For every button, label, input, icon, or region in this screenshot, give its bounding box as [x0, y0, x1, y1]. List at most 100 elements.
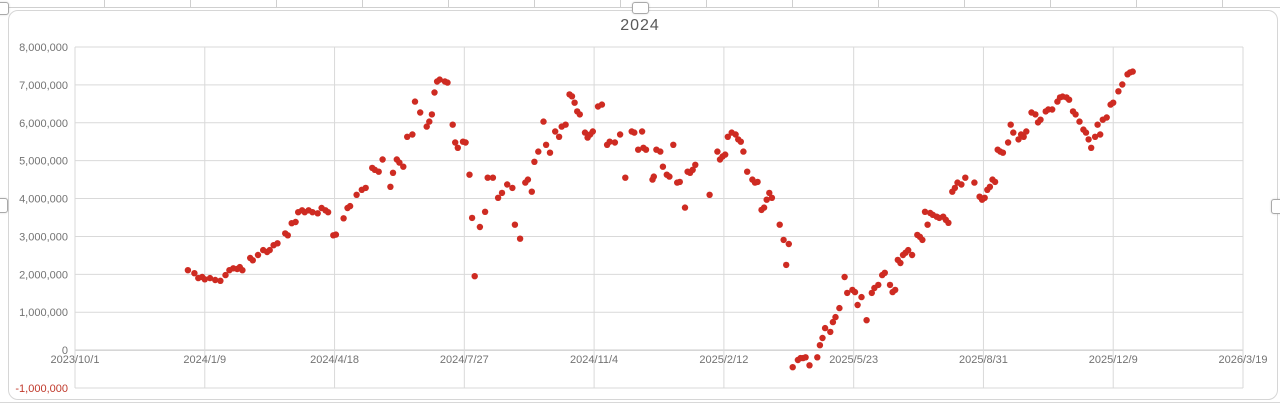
data-point: [921, 208, 929, 215]
chart-object[interactable]: [8, 10, 1278, 400]
data-point: [991, 178, 999, 186]
data-point: [375, 168, 382, 175]
data-point: [346, 202, 354, 210]
data-point: [638, 128, 646, 135]
x-tick-label: 2025/5/23: [829, 354, 878, 366]
gridlines: [74, 46, 1244, 389]
data-point: [444, 79, 451, 86]
data-point: [919, 236, 926, 244]
chart-resize-handle-top-left[interactable]: [0, 2, 9, 15]
y-tick-label: 4,000,000: [19, 194, 68, 206]
data-point: [1020, 133, 1027, 140]
x-tick-label: 2025/2/12: [699, 354, 748, 366]
data-point: [1091, 133, 1099, 140]
data-point: [732, 131, 739, 138]
data-point: [670, 141, 677, 148]
data-point: [423, 123, 430, 130]
x-tick-label: 2024/11/4: [570, 354, 618, 366]
data-point: [681, 204, 689, 211]
data-point: [806, 362, 813, 369]
data-point: [722, 151, 729, 158]
data-point: [411, 98, 419, 105]
data-point: [436, 76, 443, 83]
data-point: [776, 221, 783, 228]
x-tick-label: 2025/12/9: [1089, 354, 1138, 366]
data-point: [841, 273, 848, 281]
data-point: [449, 121, 456, 128]
data-point: [875, 281, 882, 289]
data-point: [766, 189, 773, 197]
data-point: [986, 183, 994, 190]
data-point: [266, 246, 273, 254]
data-point: [1094, 121, 1101, 128]
data-point: [760, 204, 768, 211]
chart-resize-handle-top-center[interactable]: [632, 2, 649, 14]
data-point: [789, 364, 796, 371]
data-point: [562, 121, 569, 128]
data-point: [292, 218, 299, 226]
data-point: [1032, 111, 1039, 118]
data-point: [642, 146, 650, 153]
y-tick-label: 1,000,000: [19, 307, 68, 319]
data-point: [481, 208, 489, 215]
y-tick-label: 5,000,000: [19, 156, 68, 168]
data-point: [217, 277, 224, 284]
data-point: [511, 221, 519, 228]
data-point: [886, 281, 894, 289]
scatter-points: [184, 68, 1136, 371]
data-point: [962, 174, 969, 181]
data-point: [284, 232, 291, 239]
x-tick-label: 2024/4/18: [310, 354, 359, 366]
data-point: [1129, 68, 1136, 75]
chart-resize-handle-right[interactable]: [1271, 199, 1280, 214]
data-point: [844, 289, 851, 297]
data-point: [832, 313, 839, 321]
y-tick-label: 2,000,000: [19, 269, 68, 281]
data-point: [724, 133, 731, 140]
data-point: [616, 131, 624, 138]
data-point: [535, 148, 542, 155]
data-point: [212, 276, 219, 284]
y-tick-label: -1,000,000: [15, 383, 68, 395]
data-point: [827, 328, 834, 336]
data-point: [568, 93, 576, 100]
data-point: [816, 342, 824, 349]
data-point: [631, 129, 638, 136]
data-point: [471, 273, 478, 280]
data-point: [763, 196, 770, 203]
data-point: [466, 171, 473, 178]
x-tick-label: 2024/7/27: [440, 354, 489, 366]
data-point: [836, 304, 843, 312]
x-tick-label: 2023/10/1: [51, 354, 100, 366]
data-point: [785, 240, 792, 248]
data-point: [689, 166, 696, 173]
data-point: [426, 118, 433, 125]
data-point: [362, 184, 369, 192]
data-point: [692, 161, 699, 168]
data-point: [528, 188, 535, 195]
axis-labels: 8,000,000 7,000,000 6,000,000 5,000,000 4,00…: [15, 42, 1267, 395]
data-point: [400, 163, 407, 170]
data-point: [606, 138, 613, 145]
data-point: [353, 191, 360, 198]
data-point: [1037, 116, 1044, 123]
data-point: [1088, 144, 1095, 151]
data-point: [814, 354, 821, 361]
data-point: [581, 129, 589, 136]
data-point: [714, 148, 721, 155]
data-point: [1065, 96, 1073, 103]
data-point: [509, 184, 516, 192]
data-point: [783, 261, 790, 269]
data-point: [462, 139, 469, 146]
chart-title[interactable]: 2024: [620, 17, 660, 34]
data-point: [184, 267, 192, 274]
data-point: [971, 179, 978, 186]
data-point: [571, 99, 578, 106]
data-point: [1010, 129, 1017, 136]
chart-resize-handle-left[interactable]: [0, 198, 8, 213]
data-point: [768, 194, 776, 201]
data-point: [516, 235, 524, 242]
data-point: [676, 178, 683, 186]
data-point: [239, 267, 246, 274]
